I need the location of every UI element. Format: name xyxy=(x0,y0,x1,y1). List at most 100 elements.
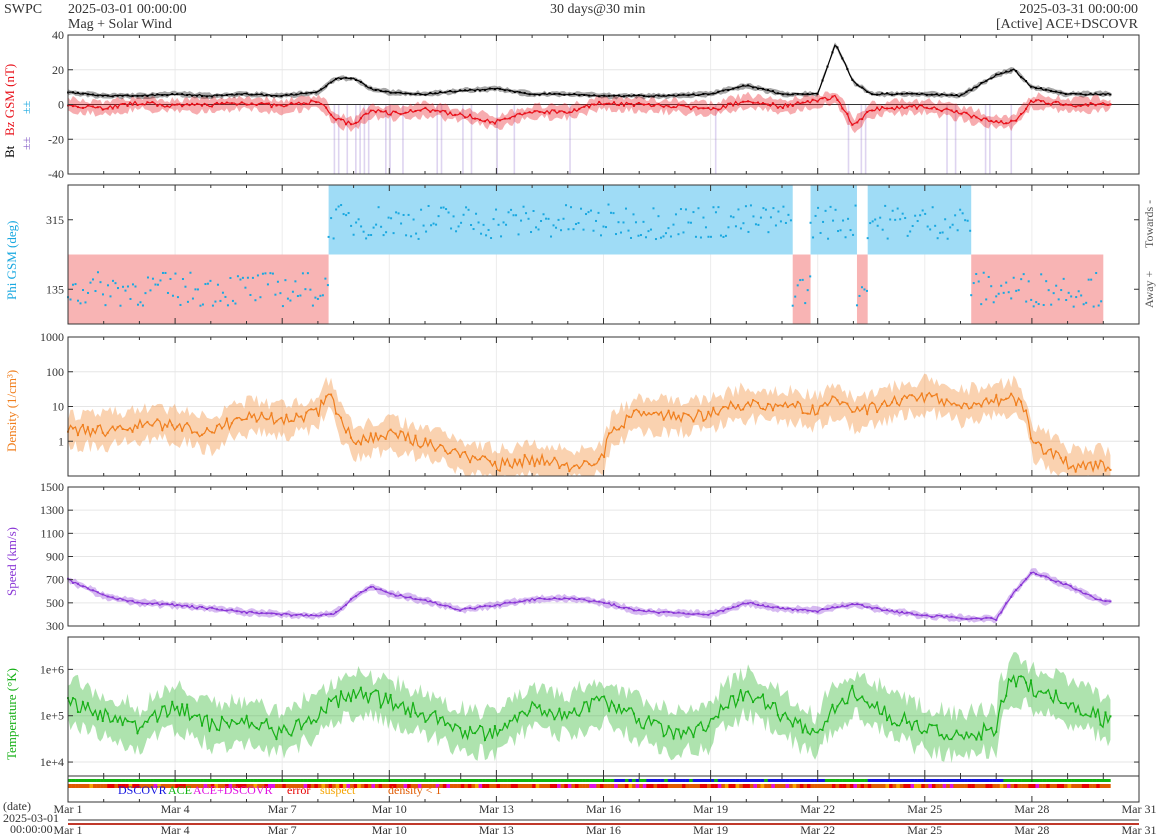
quality-flag xyxy=(721,784,726,788)
source-flag xyxy=(1035,779,1040,782)
speed-point xyxy=(126,600,129,603)
speed-point xyxy=(439,603,442,606)
quality-flag xyxy=(385,784,390,788)
bz-point xyxy=(543,112,546,115)
quality-flag xyxy=(421,784,426,788)
temperature-point xyxy=(191,715,194,718)
phi-point xyxy=(1085,301,1088,304)
bz-point xyxy=(791,104,794,107)
y-tick-label: 10 xyxy=(52,400,64,414)
source-flag xyxy=(292,779,297,782)
phi-point xyxy=(136,303,139,306)
quality-flag xyxy=(71,784,76,788)
density-point xyxy=(752,399,755,402)
density-point xyxy=(791,403,794,406)
temperature-point xyxy=(1025,681,1028,684)
phi-point xyxy=(939,231,942,234)
quality-flag xyxy=(521,784,526,788)
phi-point xyxy=(402,213,405,216)
phi-point xyxy=(804,302,807,305)
speed-point xyxy=(320,614,323,617)
bt-point xyxy=(270,94,273,97)
quality-flag xyxy=(674,784,679,788)
speed-point xyxy=(156,602,159,605)
quality-flag xyxy=(764,784,768,788)
phi-point xyxy=(632,213,635,216)
bz-south-fill xyxy=(440,104,443,174)
phi-point xyxy=(759,216,762,219)
bz-south-fill xyxy=(470,104,473,174)
bz-point xyxy=(479,118,482,121)
density-point xyxy=(533,464,536,467)
speed-point xyxy=(737,604,740,607)
density-point xyxy=(806,412,809,415)
quality-flag xyxy=(874,784,879,788)
speed-point xyxy=(786,607,789,610)
temperature-point xyxy=(712,717,715,720)
bt-point xyxy=(1094,92,1097,95)
source-flag xyxy=(853,779,858,782)
speed-point xyxy=(895,610,898,613)
quality-flag xyxy=(767,784,772,788)
phi-point xyxy=(629,236,632,239)
phi-point xyxy=(1030,298,1033,301)
bt-point xyxy=(335,77,338,80)
phi-point xyxy=(196,288,199,291)
density-point xyxy=(667,409,670,412)
speed-point xyxy=(707,613,710,616)
source-flag xyxy=(135,779,140,782)
phi-point xyxy=(677,233,680,236)
speed-point xyxy=(151,603,154,606)
source-flag xyxy=(471,779,476,782)
phi-point xyxy=(480,232,483,235)
y-tick-label: 1000 xyxy=(40,330,64,344)
temperature-point xyxy=(603,695,606,698)
bt-point xyxy=(250,93,253,96)
temperature-point xyxy=(881,713,884,716)
quality-flag xyxy=(96,784,101,788)
source-flag xyxy=(396,779,401,782)
bt-point xyxy=(464,89,467,92)
speed-point xyxy=(548,598,551,601)
phi-point xyxy=(502,221,505,224)
density-point xyxy=(598,458,601,461)
source-flag xyxy=(849,779,854,782)
phi-point xyxy=(697,207,700,210)
phi-point xyxy=(324,277,327,280)
phi-point xyxy=(622,221,625,224)
phi-point xyxy=(652,207,655,210)
phi-point xyxy=(266,283,269,286)
source-flag xyxy=(653,779,658,782)
phi-point xyxy=(966,219,969,222)
quality-flag xyxy=(89,784,94,788)
temperature-point xyxy=(459,727,462,730)
density-point xyxy=(300,415,303,418)
density-point xyxy=(891,401,894,404)
density-point xyxy=(573,464,576,467)
speed-point xyxy=(603,601,606,604)
density-point xyxy=(1094,460,1097,463)
density-point xyxy=(409,441,412,444)
source-flag xyxy=(339,779,344,782)
quality-flag xyxy=(956,784,961,788)
quality-flag xyxy=(717,784,722,788)
density-point xyxy=(136,426,139,429)
quality-flag xyxy=(428,784,433,788)
quality-flag xyxy=(1106,784,1111,788)
phi-point xyxy=(617,221,620,224)
bt-point xyxy=(419,93,422,96)
quality-flag xyxy=(632,784,636,788)
bt-point xyxy=(642,94,645,97)
density-point xyxy=(106,431,109,434)
speed-point xyxy=(712,612,715,615)
temperature-point xyxy=(196,714,199,717)
density-point xyxy=(910,394,913,397)
density-point xyxy=(196,431,199,434)
speed-point xyxy=(141,602,144,605)
source-flag xyxy=(1099,779,1104,782)
phi-point xyxy=(707,235,710,238)
quality-flag xyxy=(739,784,743,788)
speed-point xyxy=(255,611,258,614)
source-flag xyxy=(664,779,668,782)
